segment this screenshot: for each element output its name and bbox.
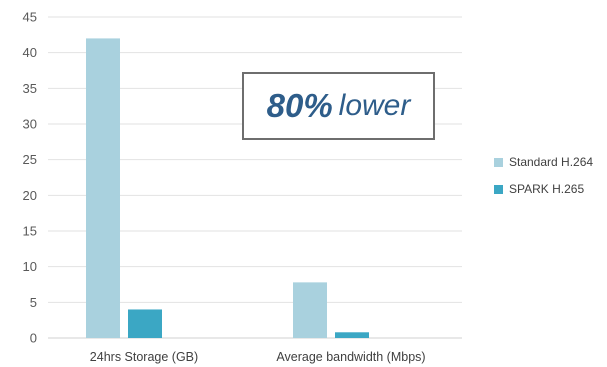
legend-label: SPARK H.265 bbox=[509, 182, 585, 196]
legend-swatch bbox=[494, 184, 503, 194]
y-tick-label: 35 bbox=[23, 81, 37, 96]
bars bbox=[86, 38, 369, 339]
annotation-emphasis: 80% bbox=[266, 87, 333, 124]
x-category-label: 24hrs Storage (GB) bbox=[90, 350, 198, 364]
annotation-box: 80% lower bbox=[242, 72, 435, 140]
y-axis-ticks: 0 5 10 15 20 25 30 35 40 45 bbox=[23, 10, 37, 346]
bar bbox=[293, 282, 327, 338]
y-tick-label: 45 bbox=[23, 10, 37, 25]
y-tick-label: 30 bbox=[23, 117, 37, 132]
y-tick-label: 25 bbox=[23, 152, 37, 167]
bar bbox=[335, 332, 369, 338]
bar bbox=[128, 309, 162, 338]
y-tick-label: 15 bbox=[23, 224, 37, 239]
legend-swatch bbox=[494, 157, 503, 167]
y-tick-label: 40 bbox=[23, 45, 37, 60]
y-tick-label: 5 bbox=[30, 295, 37, 310]
y-tick-label: 10 bbox=[23, 259, 37, 274]
legend-item: SPARK H.265 bbox=[494, 182, 584, 196]
bar bbox=[86, 38, 120, 339]
x-axis-labels: 24hrs Storage (GB) Average bandwidth (Mbp… bbox=[90, 350, 426, 364]
legend-label: Standard H.264 bbox=[509, 155, 594, 169]
legend-item: Standard H.264 bbox=[494, 155, 593, 169]
y-tick-label: 20 bbox=[23, 188, 37, 203]
x-category-label: Average bandwidth (Mbps) bbox=[276, 350, 425, 364]
y-tick-label: 0 bbox=[30, 331, 37, 346]
annotation-text: lower bbox=[338, 89, 411, 122]
